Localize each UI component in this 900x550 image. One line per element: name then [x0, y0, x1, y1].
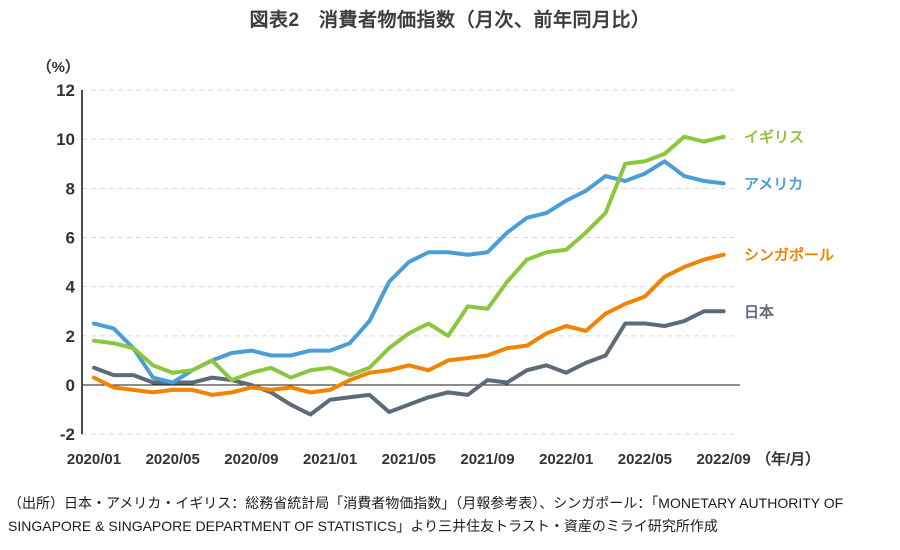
legend-label-us: アメリカ — [744, 176, 803, 193]
x-tick-label: 2021/09 — [460, 451, 514, 468]
x-tick-label: 2021/01 — [303, 451, 357, 468]
x-tick-label: 2020/09 — [224, 451, 278, 468]
source-line-1: （出所）日本・アメリカ・イギリス：総務省統計局「消費者物価指数」（月報参考表）、… — [8, 495, 844, 511]
legend-label-japan: 日本 — [744, 303, 774, 321]
y-tick-label: 6 — [66, 229, 75, 248]
y-tick-label: 0 — [66, 376, 75, 395]
series-line-uk — [92, 134, 726, 383]
series-line-singapore — [92, 252, 726, 397]
y-tick-label: 2 — [66, 327, 75, 346]
y-tick-label: 8 — [66, 179, 75, 198]
y-tick-label: 4 — [66, 278, 76, 297]
series-line-us — [92, 159, 726, 385]
y-tick-label: -2 — [60, 425, 75, 444]
x-tick-label: 2022/01 — [539, 451, 593, 468]
legend-label-singapore: シンガポール — [744, 246, 834, 264]
x-tick-label: 2022/09 — [696, 451, 750, 468]
source-note: （出所）日本・アメリカ・イギリス：総務省統計局「消費者物価指数」（月報参考表）、… — [8, 492, 892, 538]
x-axis-unit-label: （年/月） — [756, 450, 820, 468]
y-axis-unit-label: （%） — [37, 58, 80, 76]
x-tick-label: 2020/05 — [146, 451, 200, 468]
x-tick-label: 2021/05 — [382, 451, 436, 468]
chart-title: 図表2 消費者物価指数（月次、前年同月比） — [249, 10, 651, 31]
x-tick-label: 2020/01 — [67, 451, 121, 468]
source-line-2: SINGAPORE & SINGAPORE DEPARTMENT OF STAT… — [8, 518, 718, 534]
x-tick-label: 2022/05 — [618, 451, 672, 468]
legend-label-uk: イギリス — [744, 128, 804, 146]
y-tick-label: 12 — [56, 81, 75, 100]
y-tick-label: 10 — [56, 130, 75, 149]
series-line-japan — [92, 309, 726, 417]
